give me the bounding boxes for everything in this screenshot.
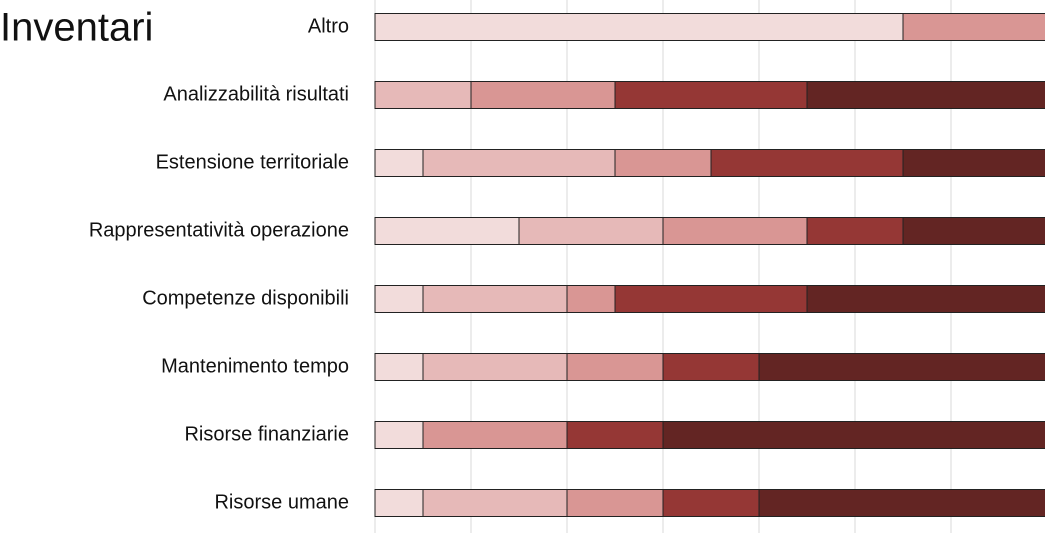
y-tick-label: Risorse umane: [214, 491, 349, 513]
bar-segment: [614, 285, 808, 313]
chart-title: Inventari: [0, 6, 153, 50]
y-tick-label: Analizzabilità risultati: [163, 83, 349, 105]
bar-segment: [662, 489, 760, 517]
bar-segment: [758, 489, 1045, 517]
y-tick-label: Estensione territoriale: [156, 151, 349, 173]
bar-segment: [662, 421, 1045, 449]
bar-segment: [422, 285, 568, 313]
bar-segment: [806, 285, 1045, 313]
bar-segment: [422, 353, 568, 381]
bar-segment: [422, 421, 568, 449]
bar-segment: [374, 353, 424, 381]
bar-segment: [566, 285, 616, 313]
bar-segment: [566, 489, 664, 517]
y-tick-label: Competenze disponibili: [142, 287, 349, 309]
bar-segment: [902, 13, 1045, 41]
bar-segment: [470, 81, 616, 109]
bar-segment: [566, 421, 664, 449]
y-tick-label: Risorse finanziarie: [184, 423, 349, 445]
bar-segment: [614, 149, 712, 177]
bar-segment: [422, 149, 616, 177]
bar-segment: [566, 353, 664, 381]
bar-segment: [374, 13, 904, 41]
bar-segment: [902, 217, 1045, 245]
bar-segment: [662, 353, 760, 381]
bar-segment: [806, 217, 904, 245]
y-tick-label: Rappresentatività operazione: [89, 219, 349, 241]
bar-segment: [758, 353, 1045, 381]
bar-segment: [614, 81, 808, 109]
bar-segment: [374, 489, 424, 517]
bar-segment: [806, 81, 1045, 109]
y-tick-label: Altro: [308, 15, 349, 37]
bar-segment: [374, 149, 424, 177]
bar-segment: [374, 421, 424, 449]
bar-segment: [374, 217, 520, 245]
bar-segment: [374, 81, 472, 109]
bar-segment: [662, 217, 808, 245]
bar-segment: [518, 217, 664, 245]
bar-segment: [710, 149, 904, 177]
bar-segment: [902, 149, 1045, 177]
bar-segment: [422, 489, 568, 517]
bar-segment: [374, 285, 424, 313]
y-tick-label: Mantenimento tempo: [161, 355, 349, 377]
